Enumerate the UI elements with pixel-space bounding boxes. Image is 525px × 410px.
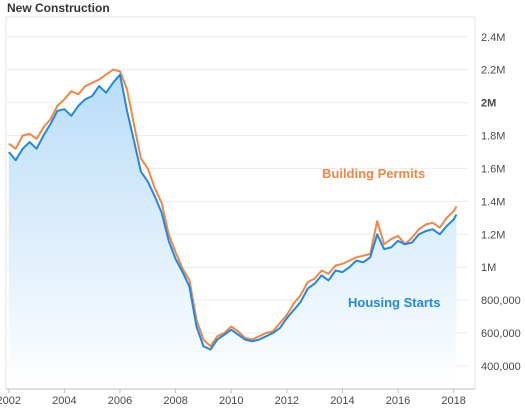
housing-starts-line <box>8 73 458 351</box>
chart-title: New Construction <box>7 1 110 15</box>
x-tick-label: 2008 <box>163 395 187 407</box>
y-tick-label: 1M <box>481 262 496 274</box>
x-tick-label: 2006 <box>108 395 132 407</box>
y-tick-label: 2.4M <box>481 32 505 44</box>
x-tick-label: 2014 <box>330 395 354 407</box>
annotation-building-permits: Building Permits <box>322 166 425 181</box>
x-tick-label: 2004 <box>52 395 76 407</box>
y-tick-label: 1.2M <box>481 229 505 241</box>
y-tick-label: 2.2M <box>481 65 505 77</box>
y-tick-label: 600,000 <box>481 328 521 340</box>
x-tick-label: 2012 <box>275 395 299 407</box>
y-tick-label: 800,000 <box>481 295 521 307</box>
annotation-housing-starts: Housing Starts <box>348 295 440 310</box>
y-tick-label: 1.6M <box>481 163 505 175</box>
y-tick-label: 1.4M <box>481 196 505 208</box>
x-tick-label: 2018 <box>441 395 465 407</box>
y-tick-label: 2M <box>481 98 496 110</box>
y-tick-label: 400,000 <box>481 361 521 373</box>
x-tick-label: 2016 <box>386 395 410 407</box>
x-tick-label: 2002 <box>0 395 21 407</box>
x-tick-label: 2010 <box>219 395 243 407</box>
building-permits-line <box>8 68 458 348</box>
y-tick-label: 1.8M <box>481 131 505 143</box>
housing-starts-area <box>8 74 457 389</box>
